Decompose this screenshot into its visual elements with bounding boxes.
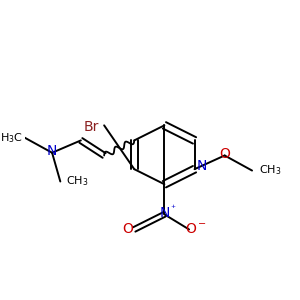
Text: CH$_3$: CH$_3$ [259,164,281,177]
Text: $^+$: $^+$ [169,203,176,212]
Text: Br: Br [83,120,99,134]
Text: N: N [159,206,170,220]
Text: H$_3$C: H$_3$C [0,131,23,145]
Text: CH$_3$: CH$_3$ [66,175,88,188]
Text: O: O [219,147,230,161]
Text: O: O [122,222,133,236]
Text: N: N [196,159,207,173]
Text: N: N [47,144,57,158]
Text: O$^-$: O$^-$ [185,222,207,236]
